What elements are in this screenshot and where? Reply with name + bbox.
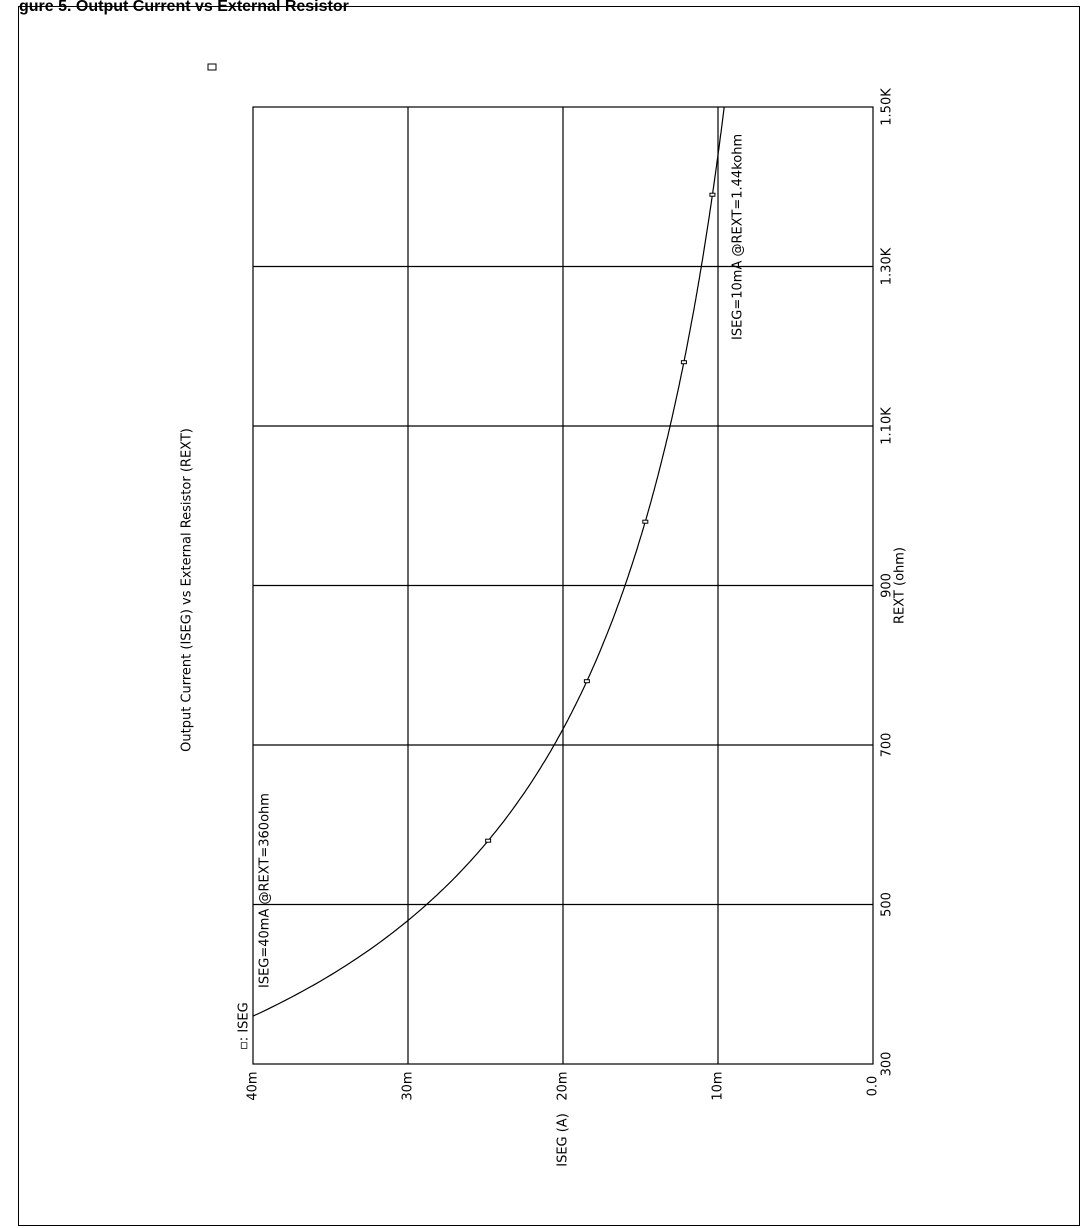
series-marker xyxy=(642,519,649,524)
series-marker xyxy=(680,360,687,365)
x-axis-label: REXT (ohm) xyxy=(893,547,908,624)
y-tick-label: 20m xyxy=(556,1071,571,1100)
corner-box-icon xyxy=(207,63,217,71)
series-line-iseg xyxy=(252,106,725,1017)
series-marker xyxy=(583,679,590,684)
y-tick-label: 30m xyxy=(401,1071,416,1100)
x-tick-label: 900 xyxy=(880,573,895,598)
x-tick-label: 500 xyxy=(880,892,895,917)
annotation-40ma: ISEG=40mA @REXT=360ohm xyxy=(258,793,273,988)
y-tick-label: 0.0 xyxy=(866,1076,881,1097)
y-axis-label: ISEG (A) xyxy=(556,1113,571,1167)
x-tick-label: 700 xyxy=(880,733,895,758)
y-tick-label: 10m xyxy=(711,1071,726,1100)
series-marker xyxy=(485,838,492,843)
chart-grid xyxy=(252,106,874,1065)
chart-series xyxy=(252,106,725,1017)
annotation-10ma: ISEG=10mA @REXT=1.44kohm xyxy=(731,134,746,340)
figure-caption: gure 5. Output Current vs External Resis… xyxy=(19,0,349,15)
series-marker xyxy=(709,192,716,197)
y-tick-label: 40m xyxy=(246,1071,261,1100)
chart-labels: 300 500 700 900 1.10K 1.30K 1.50K 0.0 10m 20m 30m 4… xyxy=(180,88,908,1167)
legend-entry: ▫: ISEG xyxy=(237,1002,252,1050)
x-tick-label: 300 xyxy=(880,1052,895,1077)
figure-frame: gure 5. Output Current vs External Resis… xyxy=(18,0,1080,1226)
x-tick-label: 1.10K xyxy=(880,407,895,445)
chart-title: Output Current (ISEG) vs External Resist… xyxy=(180,428,195,752)
x-tick-label: 1.30K xyxy=(880,247,895,285)
x-tick-label: 1.50K xyxy=(880,88,895,126)
